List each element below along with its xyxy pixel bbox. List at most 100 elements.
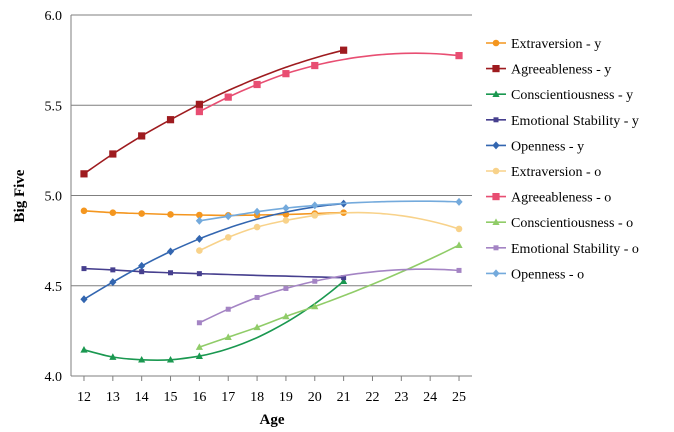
legend-swatch-marker bbox=[492, 141, 500, 150]
data-point bbox=[80, 170, 88, 178]
series-6 bbox=[196, 211, 463, 254]
data-point bbox=[195, 100, 203, 108]
legend-label: Extraversion - o bbox=[511, 165, 601, 180]
x-tick-label: 12 bbox=[77, 390, 91, 405]
legend-label: Emotional Stability - y bbox=[511, 114, 639, 129]
data-point bbox=[80, 207, 88, 215]
data-point bbox=[195, 234, 203, 243]
series-9 bbox=[196, 267, 462, 326]
series-line bbox=[199, 52, 460, 113]
x-tick-label: 24 bbox=[423, 390, 437, 405]
legend-item: Emotional Stability - o bbox=[486, 242, 639, 257]
data-point bbox=[311, 61, 319, 70]
data-point bbox=[81, 266, 87, 272]
series-line bbox=[199, 211, 460, 252]
x-tick-label: 23 bbox=[394, 390, 408, 405]
data-point bbox=[138, 132, 146, 140]
y-tick-label: 6.0 bbox=[45, 9, 63, 24]
data-point bbox=[224, 212, 232, 221]
series-line bbox=[199, 268, 460, 324]
legend-swatch-marker bbox=[492, 218, 500, 225]
data-point bbox=[166, 116, 175, 124]
data-point bbox=[109, 278, 117, 287]
legend-item: Openness - o bbox=[486, 267, 584, 282]
data-point bbox=[340, 46, 348, 54]
data-point bbox=[253, 323, 261, 331]
series-line bbox=[83, 267, 344, 279]
x-tick-label: 20 bbox=[308, 390, 322, 405]
series-8 bbox=[195, 241, 463, 350]
data-point bbox=[455, 225, 463, 233]
data-point bbox=[166, 247, 175, 256]
legend-label: Agreeableness - o bbox=[511, 191, 611, 206]
data-point bbox=[253, 207, 261, 216]
legend-label: Openness - o bbox=[511, 267, 584, 282]
legend-swatch-marker bbox=[492, 269, 500, 278]
data-point bbox=[195, 107, 203, 116]
data-point bbox=[283, 285, 289, 291]
data-point bbox=[138, 210, 145, 217]
data-point bbox=[455, 197, 463, 206]
legend-label: Openness - y bbox=[511, 139, 584, 154]
series-line bbox=[83, 210, 344, 217]
legend-swatch-marker bbox=[493, 117, 499, 123]
series-4 bbox=[81, 266, 347, 281]
data-point bbox=[225, 306, 231, 312]
series-3 bbox=[80, 277, 348, 363]
legend-item: Agreeableness - y bbox=[486, 63, 611, 78]
x-tick-label: 14 bbox=[135, 390, 149, 405]
data-point bbox=[139, 269, 145, 275]
series-line bbox=[83, 49, 344, 175]
legend-item: Conscientiousness - o bbox=[486, 216, 633, 231]
data-point bbox=[282, 70, 290, 78]
data-point bbox=[168, 270, 174, 276]
y-tick-label: 5.0 bbox=[45, 190, 63, 205]
x-tick-label: 15 bbox=[164, 390, 178, 405]
data-point bbox=[254, 294, 260, 300]
x-tick-label: 13 bbox=[106, 390, 120, 405]
x-tick-label: 16 bbox=[192, 390, 206, 405]
data-point bbox=[196, 247, 203, 254]
series-line bbox=[83, 202, 344, 300]
data-point bbox=[195, 352, 203, 359]
series-line bbox=[199, 200, 460, 222]
legend-label: Agreeableness - y bbox=[511, 63, 611, 78]
data-point bbox=[109, 209, 117, 216]
y-tick-label: 5.5 bbox=[45, 99, 63, 114]
series-line bbox=[83, 280, 345, 361]
legend-label: Extraversion - y bbox=[511, 37, 601, 52]
data-point bbox=[167, 211, 174, 218]
legend-label: Emotional Stability - o bbox=[511, 242, 639, 257]
data-point bbox=[312, 278, 318, 284]
legend-swatch-marker bbox=[492, 39, 500, 47]
legend-label: Conscientiousness - o bbox=[511, 216, 633, 231]
legend-label: Conscientiousness - y bbox=[511, 88, 633, 103]
x-tick-label: 25 bbox=[452, 390, 466, 405]
data-point bbox=[456, 267, 462, 273]
data-point bbox=[282, 312, 290, 320]
data-point bbox=[341, 275, 347, 281]
series-layer bbox=[80, 46, 463, 363]
data-point bbox=[282, 204, 290, 213]
data-point bbox=[253, 223, 261, 231]
data-point bbox=[224, 93, 232, 101]
legend-item: Extraversion - y bbox=[486, 37, 601, 52]
legend-item: Extraversion - o bbox=[486, 165, 601, 180]
data-point bbox=[455, 52, 463, 60]
legend: Extraversion - y Agreeableness - y Conscie… bbox=[486, 37, 639, 282]
legend-item: Openness - y bbox=[486, 139, 584, 154]
legend-swatch-marker bbox=[492, 193, 500, 201]
x-tick-label: 17 bbox=[221, 390, 235, 405]
y-axis-title: Big Five bbox=[12, 169, 28, 222]
legend-swatch-marker bbox=[492, 90, 500, 97]
y-tick-label: 4.5 bbox=[45, 280, 63, 295]
series-2 bbox=[80, 46, 348, 178]
data-point bbox=[311, 212, 319, 219]
data-point bbox=[109, 353, 117, 360]
data-point bbox=[253, 80, 261, 89]
data-point bbox=[166, 355, 175, 363]
data-point bbox=[80, 346, 88, 353]
data-point bbox=[138, 261, 146, 270]
data-point bbox=[196, 320, 202, 326]
